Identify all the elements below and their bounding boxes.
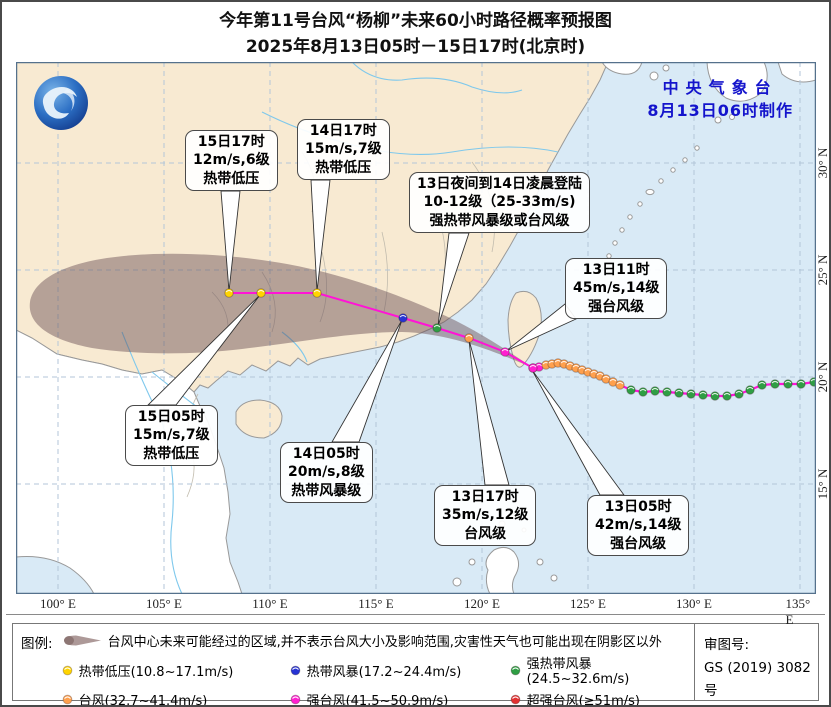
legend-item-ty: 台风(32.7~41.4m/s) — [61, 690, 289, 707]
legend-item-ts: 热带风暴(17.2~24.4m/s) — [289, 653, 509, 687]
callout-line: 13日17时 — [451, 489, 519, 505]
callout-line: 45m/s,14级 — [573, 280, 660, 297]
legend-item-label: 台风(32.7~41.4m/s) — [78, 694, 208, 707]
callout-13th-05h: 13日05时 42m/s,14级 强台风级 — [587, 495, 690, 557]
lon-tick-label: 120° E — [464, 596, 500, 611]
page-title: 今年第11号台风“杨柳”未来60小时路径概率预报图 — [219, 11, 612, 31]
callout-line: 13日夜间到14日凌晨登陆 — [417, 176, 582, 192]
legend-item-sty: 强台风(41.5~50.9m/s) — [289, 690, 509, 707]
lat-tick-label: 15° N — [815, 468, 830, 500]
callout-14th-05h: 14日05时 20m/s,8级 热带风暴级 — [280, 442, 373, 504]
callout-line: 14日05时 — [292, 446, 360, 462]
cma-logo-icon — [32, 74, 90, 132]
lon-tick-label: 135° E — [785, 596, 811, 627]
legend-main: 图例: 台风中心未来可能经过的区域,并不表示台风大小及影响范围,灾害性天气也可能… — [13, 624, 694, 706]
callout-line: 热带风暴级 — [291, 482, 362, 499]
callout-15th-05h: 15日05时 15m/s,7级 热带低压 — [125, 405, 218, 467]
map-approval-number: 审图号: GS (2019) 3082号 — [694, 624, 818, 700]
callout-line: 13日11时 — [582, 262, 650, 278]
callout-line: 热带低压 — [315, 159, 372, 176]
legend-item-label: 强热带风暴(24.5~32.6m/s) — [526, 657, 630, 687]
issue-time: 8月13日06时制作 — [647, 101, 793, 121]
lat-tick-label: 25° N — [815, 254, 830, 286]
callout-13th-11h: 13日11时 45m/s,14级 强台风级 — [565, 258, 668, 320]
typhoon-marker-icon — [62, 694, 72, 705]
cone-legend-row: 台风中心未来可能经过的区域,并不表示台风大小及影响范围,灾害性天气也可能出现在阴… — [61, 629, 690, 651]
forecast-map — [16, 62, 816, 594]
legend-item-label: 热带风暴(17.2~24.4m/s) — [306, 664, 462, 680]
separator-line — [6, 614, 825, 615]
gulf-coast — [16, 556, 95, 594]
lat-tick-label: 30° N — [815, 147, 830, 179]
lon-tick-label: 130° E — [676, 596, 712, 611]
callout-line: 42m/s,14级 — [595, 517, 682, 534]
legend-title: 图例: — [21, 636, 53, 652]
callout-line: 强台风级 — [588, 298, 645, 315]
typhoon-tracks — [224, 288, 816, 401]
lon-tick-label: 100° E — [40, 596, 76, 611]
callout-14th-17h: 14日17时 15m/s,7级 热带低压 — [297, 119, 390, 181]
callout-line: 20m/s,8级 — [288, 464, 365, 481]
callout-15th-17h: 15日17时 12m/s,6级 热带低压 — [185, 130, 278, 192]
approval-value: GS (2019) 3082号 — [704, 659, 811, 699]
legend-item-td: 热带低压(10.8~17.1m/s) — [61, 653, 289, 687]
probability-cone — [29, 253, 534, 368]
callout-line: 强热带风暴级或台风级 — [429, 212, 570, 229]
callout-line: 热带低压 — [203, 170, 260, 187]
graticule — [16, 62, 816, 594]
callout-line: 13日05时 — [604, 499, 672, 515]
lat-tick-label: 20° N — [815, 361, 830, 393]
map-frame — [16, 62, 816, 594]
agency-name: 中央气象台 — [662, 78, 778, 97]
lon-tick-label: 125° E — [570, 596, 606, 611]
japan-islands — [601, 62, 816, 259]
callout-line: 10-12级（25-33m/s) — [423, 194, 576, 211]
callout-line: 15m/s,7级 — [305, 141, 382, 158]
legend-item-ssty: 超强台风(≥51m/s) — [509, 690, 690, 707]
legend: 图例: 台风中心未来可能经过的区域,并不表示台风大小及影响范围,灾害性天气也可能… — [12, 623, 819, 706]
legend-item-label: 强台风(41.5~50.9m/s) — [306, 694, 449, 707]
legend-content: 台风中心未来可能经过的区域,并不表示台风大小及影响范围,灾害性天气也可能出现在阴… — [61, 629, 690, 705]
lon-tick-label: 115° E — [358, 596, 394, 611]
page-subtitle: 2025年8月13日05时－15日17时(北京时) — [245, 37, 586, 58]
callout-line: 12m/s,6级 — [193, 152, 270, 169]
legend-item-sts: 强热带风暴(24.5~32.6m/s) — [509, 653, 690, 687]
callout-line: 强台风级 — [610, 535, 667, 552]
legend-grid: 热带低压(10.8~17.1m/s) 热带风暴(17.2~24.4m/s) 强热… — [61, 653, 690, 707]
callout-line: 15日05时 — [137, 409, 205, 425]
callout-line: 35m/s,12级 — [442, 507, 529, 524]
typhoon-marker-icon — [510, 665, 520, 675]
typhoon-marker-icon — [510, 694, 520, 705]
lon-tick-label: 110° E — [252, 596, 288, 611]
typhoon-marker-icon — [290, 694, 300, 705]
approval-label: 审图号: — [704, 637, 750, 653]
callout-landfall: 13日夜间到14日凌晨登陆 10-12级（25-33m/s) 强热带风暴级或台风… — [409, 172, 590, 234]
callout-line: 台风级 — [464, 525, 507, 542]
callout-line: 热带低压 — [143, 445, 200, 462]
agency-watermark: 中央气象台 8月13日06时制作 — [647, 76, 793, 122]
typhoon-marker-icon — [62, 665, 72, 675]
lon-tick-label: 105° E — [146, 596, 182, 611]
cone-description: 台风中心未来可能经过的区域,并不表示台风大小及影响范围,灾害性天气也可能出现在阴… — [107, 634, 662, 650]
callout-line: 15日17时 — [197, 134, 265, 150]
callout-line: 15m/s,7级 — [133, 427, 210, 444]
legend-item-label: 超强台风(≥51m/s) — [526, 694, 640, 707]
typhoon-marker-icon — [290, 665, 300, 675]
hainan-island — [235, 399, 283, 439]
cone-legend-icon — [63, 635, 101, 645]
callout-line: 14日17时 — [309, 123, 377, 139]
title-block: 今年第11号台风“杨柳”未来60小时路径概率预报图 2025年8月13日05时－… — [2, 8, 829, 61]
callout-13th-17h: 13日17时 35m/s,12级 台风级 — [434, 485, 537, 547]
legend-item-label: 热带低压(10.8~17.1m/s) — [78, 664, 234, 680]
